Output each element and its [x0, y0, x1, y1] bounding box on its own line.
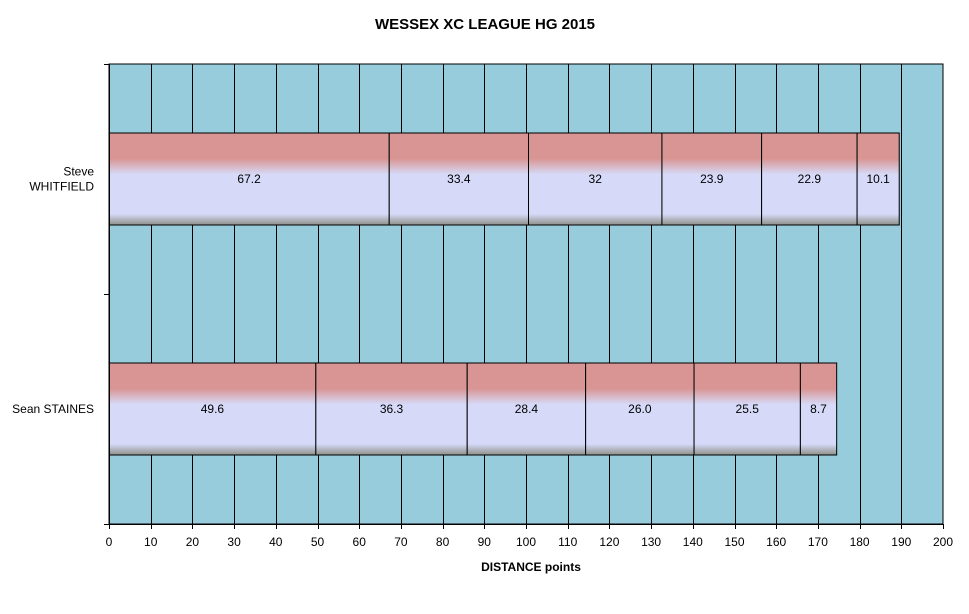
bar-segment-label: 22.9: [798, 172, 822, 186]
axes: [104, 64, 944, 529]
x-tick-label: 160: [766, 535, 786, 549]
x-tick-label: 20: [186, 535, 200, 549]
x-tick-labels: 0 10 20 30 40 50 60 70 80 90 100 110 120 130 140 150 160…: [106, 535, 954, 549]
bar-segment-label: 10.1: [866, 172, 890, 186]
bar-segment-label: 8.7: [810, 402, 827, 416]
bar-segment: [761, 132, 858, 226]
bar-segment-label: 23.9: [700, 172, 724, 186]
chart-title: WESSEX XC LEAGUE HG 2015: [375, 16, 595, 33]
x-tick-label: 10: [144, 535, 158, 549]
x-tick-label: 80: [436, 535, 450, 549]
bars: 67.2 33.4 32 23.9 22.9 10.1 49.6 36.3 28.4 26.0 25…: [108, 132, 900, 456]
bar-segment-label: 49.6: [201, 402, 225, 416]
bar-segment: [108, 132, 390, 226]
x-tick-label: 40: [269, 535, 283, 549]
category-label: WHITFIELD: [29, 180, 94, 194]
bar-segment: [585, 362, 695, 456]
x-tick-label: 100: [516, 535, 536, 549]
bar-segment: [108, 362, 317, 456]
bar-segment: [799, 362, 838, 456]
x-tick-label: 110: [558, 535, 577, 549]
category-label: Steve: [63, 165, 94, 179]
x-tick-label: 50: [311, 535, 325, 549]
bar-segment-label: 32: [589, 172, 603, 186]
bar-segment: [315, 362, 468, 456]
x-tick-label: 0: [106, 535, 113, 549]
x-tick-label: 120: [599, 535, 619, 549]
bar-segment-label: 28.4: [515, 402, 539, 416]
x-tick-label: 180: [850, 535, 870, 549]
bar-segment: [388, 132, 530, 226]
bar-segment-label: 33.4: [447, 172, 471, 186]
category-label: Sean STAINES: [12, 402, 94, 416]
x-tick-label: 90: [478, 535, 492, 549]
bar-segment-label: 36.3: [380, 402, 404, 416]
x-axis-title: DISTANCE points: [481, 560, 581, 574]
x-tick-label: 70: [394, 535, 408, 549]
x-tick-label: 170: [808, 535, 828, 549]
x-tick-label: 140: [683, 535, 703, 549]
bar-segment: [693, 362, 801, 456]
bar-segment: [856, 132, 900, 226]
bar-segment-label: 67.2: [237, 172, 261, 186]
x-tick-label: 60: [353, 535, 367, 549]
bar-segment-label: 25.5: [736, 402, 760, 416]
x-tick-label: 150: [724, 535, 744, 549]
x-tick-label: 190: [891, 535, 911, 549]
bar-segment-label: 26.0: [628, 402, 652, 416]
x-tick-label: 200: [933, 535, 953, 549]
x-tick-label: 130: [641, 535, 661, 549]
x-tick-label: 30: [227, 535, 241, 549]
bar-segment: [466, 362, 587, 456]
